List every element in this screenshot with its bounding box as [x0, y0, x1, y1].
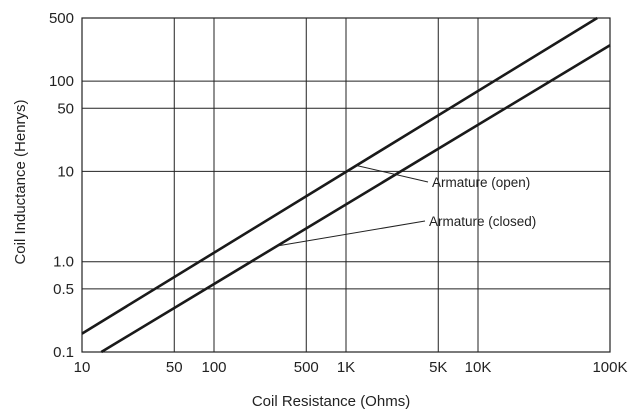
- series-lines: [81, 16, 611, 354]
- x-tick-label: 10K: [465, 359, 492, 376]
- x-tick-label: 100K: [592, 359, 627, 376]
- series-line-armature-closed: [100, 44, 611, 354]
- y-tick-label: 0.1: [53, 344, 74, 361]
- x-tick-label: 5K: [429, 359, 447, 376]
- annotation-label: Armature (open): [432, 175, 530, 190]
- y-tick-label: 500: [49, 10, 74, 27]
- x-tick-label: 50: [166, 359, 183, 376]
- annotation-leader-line: [356, 164, 429, 183]
- annotation-leader-line: [276, 220, 426, 247]
- grid: [81, 17, 611, 353]
- y-tick-label: 100: [49, 73, 74, 90]
- y-tick-label: 50: [57, 100, 74, 117]
- annotation-label: Armature (closed): [429, 214, 536, 229]
- y-tick-label: 10: [57, 163, 74, 180]
- x-axis-label: Coil Resistance (Ohms): [252, 393, 410, 410]
- annotations: Armature (open) Armature (closed): [276, 164, 536, 247]
- y-tick-label: 0.5: [53, 281, 74, 298]
- x-tick-label: 500: [294, 359, 319, 376]
- y-axis-label: Coil Inductance (Henrys): [12, 99, 29, 264]
- x-tick-label: 10: [74, 359, 91, 376]
- plot-frame: [81, 17, 611, 353]
- y-tick-labels: 0.1 0.5 1.0 10 50 100 500: [49, 10, 74, 361]
- x-tick-label: 1K: [337, 359, 355, 376]
- x-tick-labels: 10 50 100 500 1K 5K 10K 100K: [74, 359, 628, 376]
- x-tick-label: 100: [201, 359, 226, 376]
- series-line-armature-open: [81, 16, 598, 335]
- y-tick-label: 1.0: [53, 254, 74, 271]
